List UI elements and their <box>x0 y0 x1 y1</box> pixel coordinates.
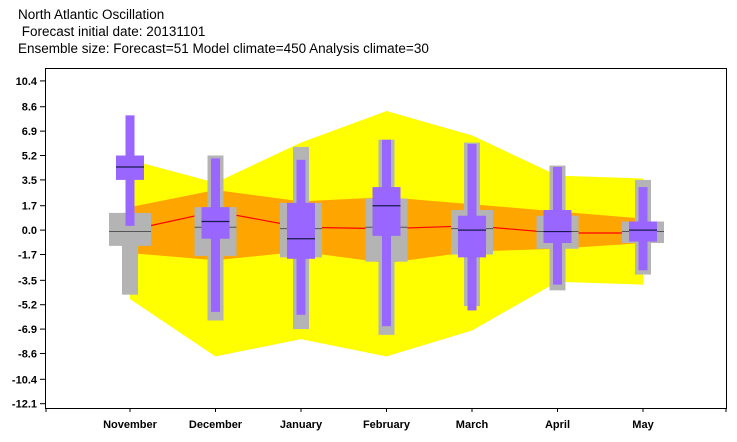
chart-subtitle-date: Forecast initial date: 20131101 <box>18 24 206 39</box>
y-tick-label: 1.7 <box>22 201 37 213</box>
x-tick-label: February <box>363 419 411 431</box>
chart-subtitle-ensemble: Ensemble size: Forecast=51 Model climate… <box>18 41 429 56</box>
box-group-november <box>109 115 151 295</box>
y-tick-label: 8.6 <box>22 102 37 114</box>
chart-title: North Atlantic Oscillation <box>18 7 165 22</box>
x-tick-label: May <box>632 419 654 431</box>
box-plots <box>109 115 664 335</box>
y-tick-label: -8.6 <box>18 348 37 360</box>
y-tick-label: -12.1 <box>12 399 37 411</box>
forecast-box <box>372 187 401 236</box>
forecast-box <box>458 215 486 258</box>
y-tick-label: 6.9 <box>22 126 37 138</box>
x-tick-label: November <box>103 419 158 431</box>
forecast-box <box>543 210 572 244</box>
box-group-april <box>536 165 579 291</box>
y-tick-label: -3.5 <box>18 275 37 287</box>
box-group-may <box>622 179 664 275</box>
y-axis: 10.4 8.6 6.9 5.2 3.5 1.7 0.0 -1.7 -3.5 -5.2 -6.9 -8… <box>12 76 46 411</box>
box-group-december <box>194 155 237 321</box>
y-tick-label: 5.2 <box>22 151 37 163</box>
y-tick-label: 3.5 <box>22 175 37 187</box>
forecast-box <box>629 221 657 242</box>
x-tick-label: January <box>280 419 323 431</box>
forecast-box <box>287 202 315 259</box>
forecast-box <box>116 155 144 180</box>
y-tick-label: -6.9 <box>18 324 37 336</box>
forecast-box <box>201 207 230 239</box>
y-tick-label: -1.7 <box>18 249 37 261</box>
x-tick-label: March <box>456 419 489 431</box>
box-group-february <box>365 139 408 335</box>
box-group-january <box>280 146 322 330</box>
y-tick-label: -5.2 <box>18 300 37 312</box>
y-tick-label: 10.4 <box>16 76 38 88</box>
x-axis: November December January February March Apri… <box>45 408 727 431</box>
x-tick-label: December <box>189 419 243 431</box>
box-group-march <box>451 142 493 311</box>
chart-titles: North Atlantic Oscillation Forecast init… <box>18 6 429 57</box>
y-tick-label: -10.4 <box>12 374 38 386</box>
y-tick-label: 0.0 <box>22 225 37 237</box>
x-tick-label: April <box>545 419 570 431</box>
